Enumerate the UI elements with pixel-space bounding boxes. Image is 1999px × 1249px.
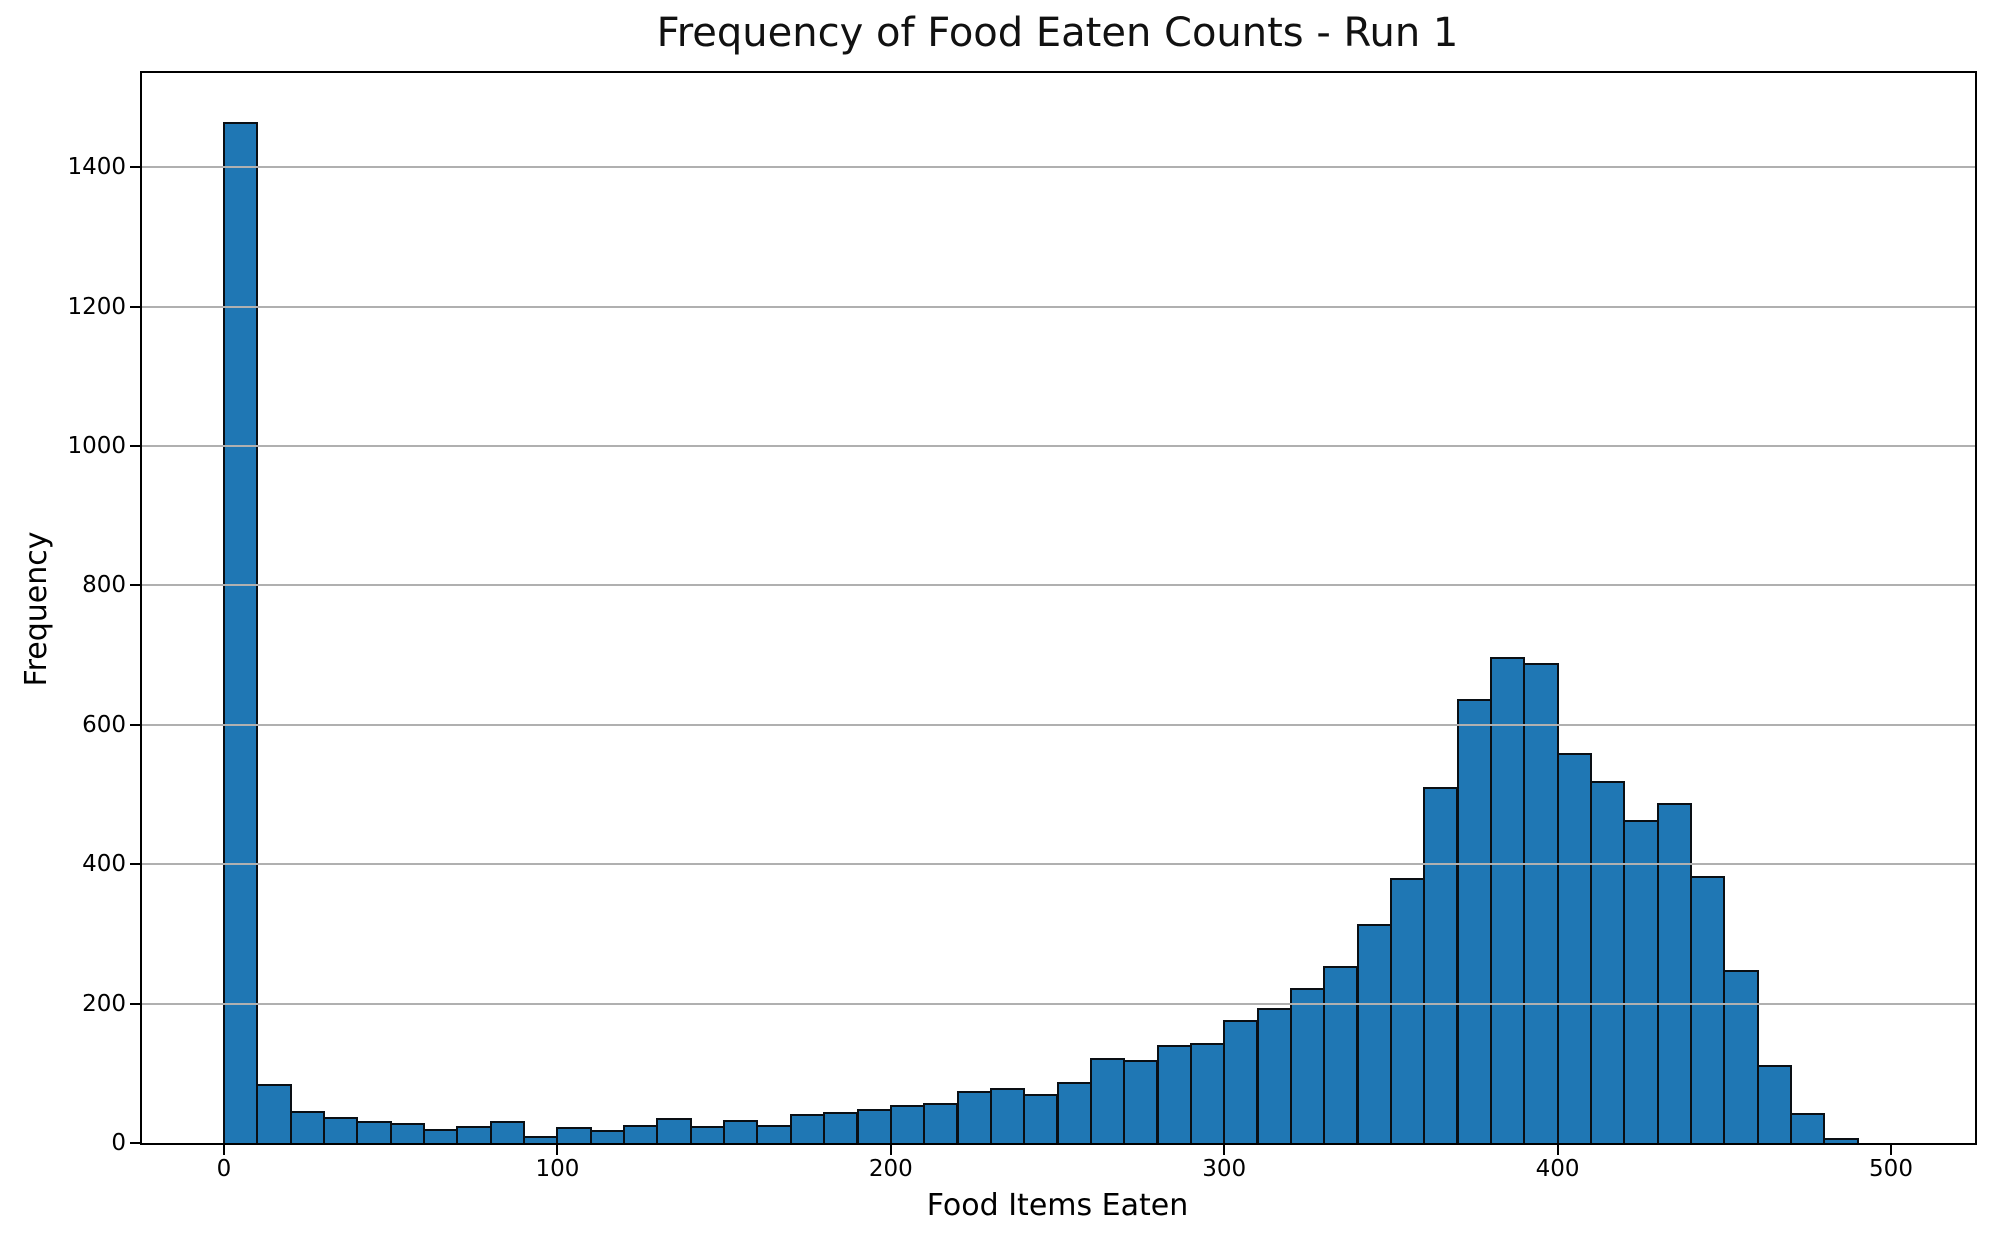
- y-tick-mark: [130, 444, 140, 447]
- histogram-bar: [1589, 781, 1626, 1143]
- chart-title: Frequency of Food Eaten Counts - Run 1: [0, 10, 1999, 56]
- histogram-bar: [1289, 988, 1326, 1143]
- y-tick-mark: [130, 166, 140, 169]
- histogram-bar: [1756, 1065, 1792, 1143]
- histogram-bar: [1656, 803, 1692, 1143]
- histogram-bar: [1723, 970, 1759, 1143]
- histogram-bar: [256, 1084, 292, 1143]
- y-tick-mark: [130, 863, 140, 866]
- y-gridline: [142, 584, 1975, 587]
- histogram-bar: [423, 1129, 459, 1143]
- histogram-bar: [589, 1130, 625, 1143]
- y-gridline: [142, 863, 1975, 866]
- histogram-bar: [689, 1126, 726, 1143]
- histogram-bar: [989, 1088, 1026, 1143]
- histogram-bar: [1423, 787, 1459, 1143]
- histogram-bar: [723, 1120, 759, 1143]
- histogram-bar: [1323, 966, 1359, 1143]
- histogram-bar: [656, 1118, 692, 1143]
- histogram-bar: [289, 1111, 325, 1143]
- histogram-bar: [1023, 1094, 1059, 1143]
- y-tick-label: 200: [82, 990, 126, 1017]
- y-tick-mark: [130, 305, 140, 308]
- histogram-bar: [1189, 1043, 1226, 1143]
- histogram-bar: [1523, 663, 1559, 1143]
- histogram-bar: [1156, 1045, 1192, 1143]
- y-tick-label: 1200: [67, 293, 126, 320]
- y-tick-mark: [130, 584, 140, 587]
- y-tick-mark: [130, 1002, 140, 1005]
- histogram-bar: [1056, 1082, 1092, 1143]
- y-tick-label: 0: [111, 1130, 126, 1156]
- x-tick-mark: [889, 1145, 892, 1155]
- histogram-bar: [1123, 1060, 1159, 1143]
- histogram-bar: [956, 1091, 992, 1143]
- histogram-bar: [1223, 1020, 1259, 1143]
- y-tick-label: 1000: [67, 432, 126, 459]
- x-tick-mark: [556, 1145, 559, 1155]
- chart-title-text: Frequency of Food Eaten Counts - Run 1: [656, 10, 1459, 56]
- y-gridline: [142, 305, 1975, 308]
- histogram-bar: [923, 1103, 959, 1143]
- x-tick-label: 100: [535, 1156, 580, 1182]
- histogram-bar: [389, 1123, 425, 1143]
- histogram-bar: [1489, 657, 1526, 1143]
- x-tick-mark: [1556, 1145, 1559, 1155]
- y-gridline: [142, 723, 1975, 726]
- x-tick-label: 200: [868, 1156, 913, 1182]
- histogram-bar: [1389, 878, 1426, 1143]
- histogram-bar: [889, 1105, 926, 1143]
- y-tick-mark: [130, 723, 140, 726]
- y-gridline: [142, 444, 1975, 447]
- y-axis-label: Frequency: [19, 531, 54, 687]
- histogram-bar: [456, 1126, 492, 1143]
- histogram-bar: [856, 1109, 892, 1143]
- histogram-bar: [556, 1127, 592, 1143]
- histogram-bar: [823, 1112, 859, 1143]
- x-axis-label: Food Items Eaten: [0, 1188, 1999, 1223]
- histogram-bar: [323, 1117, 359, 1143]
- histogram-bar: [1089, 1058, 1126, 1143]
- y-tick-label: 1400: [67, 154, 126, 181]
- y-tick-label: 600: [82, 711, 126, 738]
- y-gridline: [142, 1002, 1975, 1005]
- x-tick-label: 0: [216, 1156, 232, 1182]
- histogram-bar: [1823, 1138, 1859, 1143]
- histogram-bar: [356, 1121, 392, 1143]
- x-tick-mark: [1890, 1145, 1892, 1155]
- histogram-bar: [1256, 1008, 1292, 1143]
- plot-area: [140, 71, 1977, 1145]
- histogram-bar: [1456, 699, 1492, 1143]
- y-gridline: [142, 166, 1975, 169]
- x-tick-mark: [223, 1145, 225, 1155]
- x-tick-label: 400: [1535, 1156, 1580, 1182]
- y-tick-label: 800: [82, 572, 126, 599]
- histogram-bar: [489, 1121, 525, 1143]
- histogram-bar: [523, 1136, 559, 1143]
- x-tick-mark: [1223, 1145, 1226, 1155]
- histogram-bar: [1556, 753, 1592, 1143]
- histogram-bar: [223, 122, 259, 1143]
- histogram-bar: [1623, 820, 1659, 1143]
- y-tick-mark: [130, 1142, 140, 1144]
- histogram-bar: [1356, 924, 1392, 1143]
- histogram-bar: [623, 1125, 659, 1143]
- histogram-bar: [756, 1125, 792, 1143]
- histogram-bar: [1790, 1113, 1826, 1143]
- y-tick-label: 400: [82, 851, 126, 878]
- x-tick-label: 300: [1202, 1156, 1247, 1182]
- x-axis-label-text: Food Items Eaten: [926, 1188, 1189, 1223]
- histogram-bar: [1689, 876, 1726, 1143]
- x-tick-label: 500: [1869, 1156, 1913, 1182]
- histogram-bar: [789, 1114, 826, 1143]
